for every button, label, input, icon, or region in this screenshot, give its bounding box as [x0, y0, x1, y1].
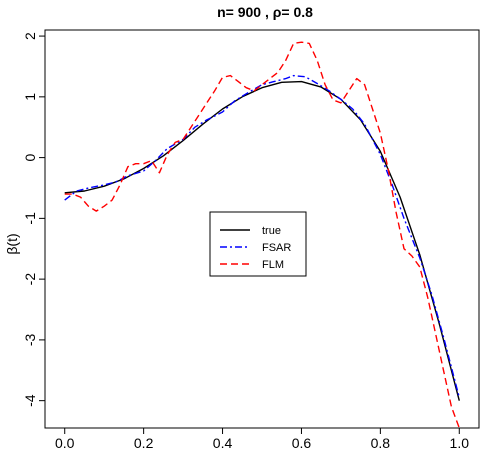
y-tick-label: 0 [22, 154, 38, 162]
x-axis: 0.0 0.2 0.4 0.6 0.8 1.0 [55, 428, 469, 451]
y-axis-label: β(t) [4, 233, 20, 254]
chart-title: n= 900 , ρ= 0.8 [217, 4, 313, 20]
legend-label-true: true [262, 225, 281, 237]
x-tick-label: 1.0 [450, 435, 470, 451]
y-tick-label: 2 [22, 32, 38, 40]
x-tick-label: 0.6 [292, 435, 312, 451]
legend-label-fsar: FSAR [262, 242, 291, 254]
y-tick-label: -3 [22, 333, 38, 346]
legend-box [209, 211, 307, 277]
y-axis: -4 -3 -2 -1 0 1 2 [22, 32, 45, 407]
x-tick-label: 0.8 [371, 435, 391, 451]
x-tick-label: 0.4 [213, 435, 233, 451]
legend-label-flm: FLM [262, 259, 284, 271]
y-tick-label: -4 [22, 394, 38, 407]
series-layer [64, 41, 460, 428]
legend-items: true FSAR FLM [220, 225, 291, 271]
y-tick-label: -2 [22, 273, 38, 286]
x-tick-label: 0.2 [134, 435, 154, 451]
plot-area-frame [44, 29, 480, 429]
legend: true FSAR FLM [209, 211, 307, 277]
y-tick-label: -1 [22, 212, 38, 225]
x-tick-label: 0.0 [55, 435, 75, 451]
y-tick-label: 1 [22, 93, 38, 101]
